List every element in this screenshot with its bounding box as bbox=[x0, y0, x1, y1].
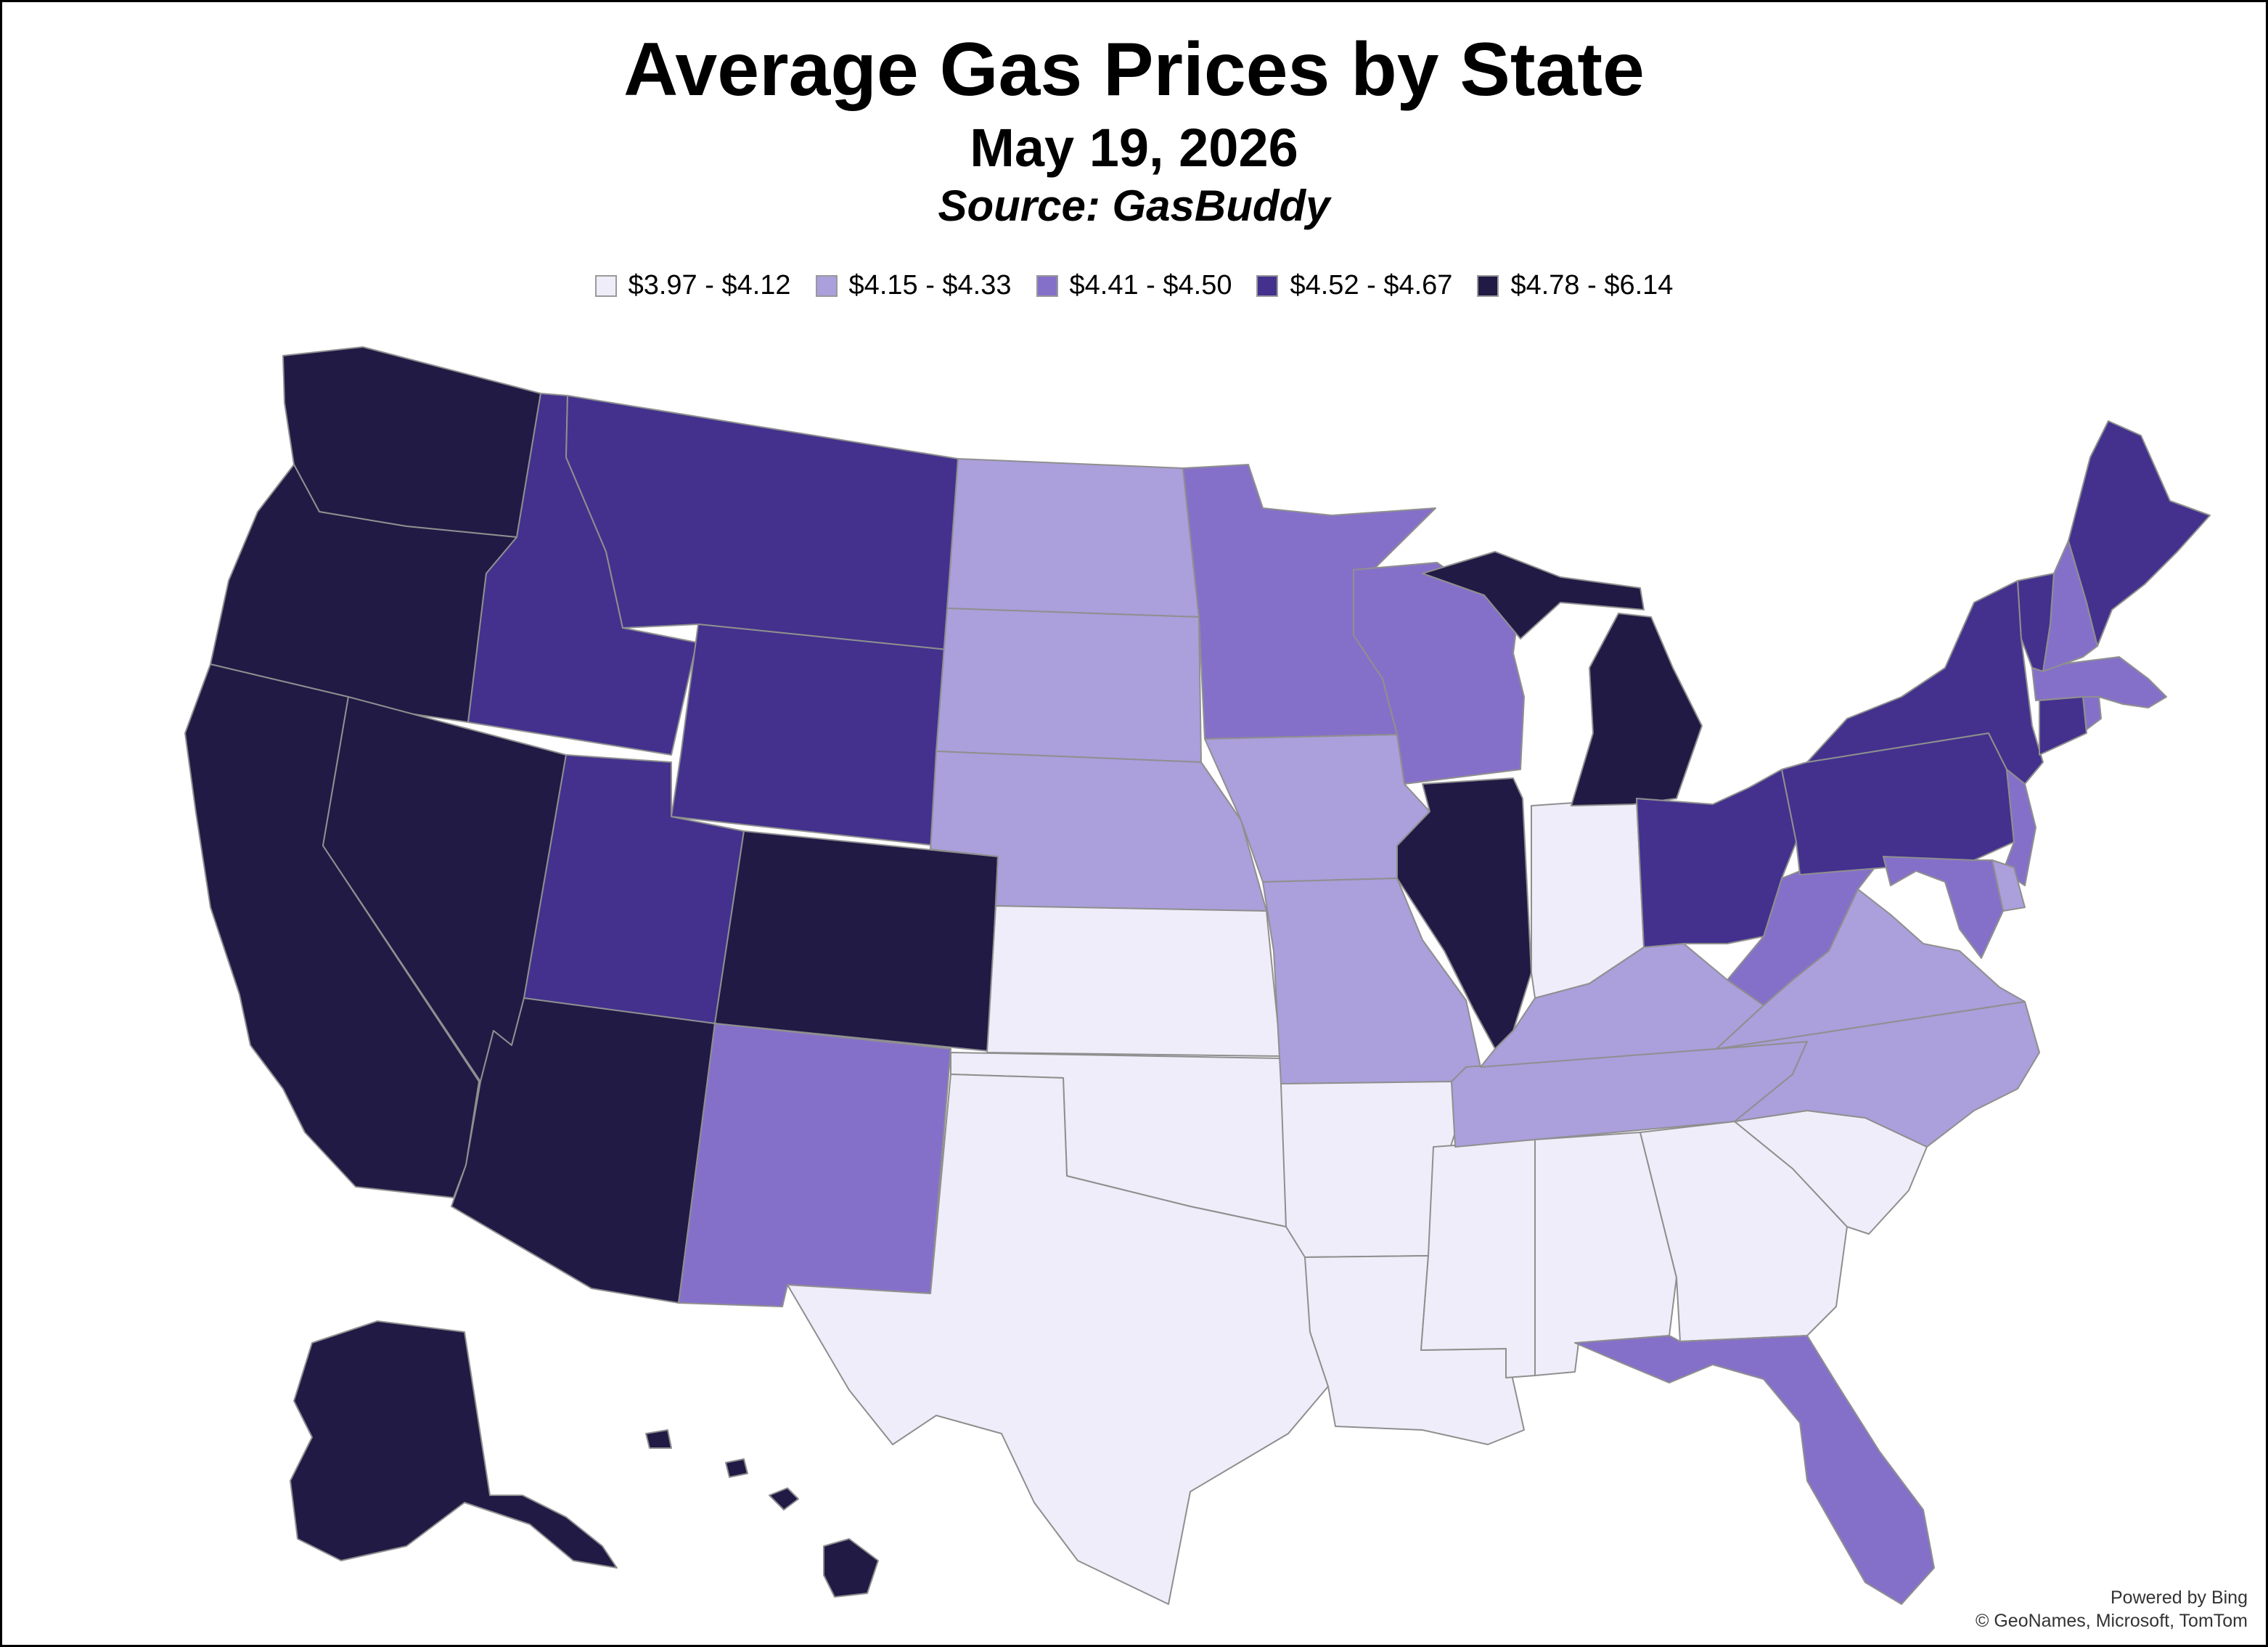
state-wy[interactable] bbox=[671, 624, 948, 846]
state-nm[interactable] bbox=[678, 1023, 951, 1307]
state-wa[interactable] bbox=[282, 346, 541, 538]
state-me[interactable] bbox=[2068, 420, 2211, 647]
state-ks[interactable] bbox=[986, 905, 1282, 1057]
state-ri[interactable] bbox=[2082, 696, 2102, 730]
attribution-copyright: © GeoNames, Microsoft, TomTom bbox=[1976, 1611, 2248, 1631]
state-ms[interactable] bbox=[1420, 1139, 1536, 1378]
legend-item-bin-1: $4.15 - $4.33 bbox=[815, 270, 1012, 301]
state-mt[interactable] bbox=[565, 395, 959, 650]
legend-swatch bbox=[1036, 274, 1058, 297]
map-source: Source: GasBuddy bbox=[938, 181, 1330, 230]
state-sd[interactable] bbox=[936, 608, 1202, 763]
legend-label: $4.15 - $4.33 bbox=[848, 270, 1012, 301]
state-oh[interactable] bbox=[1636, 769, 1797, 948]
state-ak[interactable] bbox=[290, 1320, 618, 1569]
legend-label: $3.97 - $4.12 bbox=[628, 270, 791, 301]
legend-swatch bbox=[1256, 274, 1279, 297]
map-date: May 19, 2026 bbox=[970, 118, 1298, 178]
state-ma[interactable] bbox=[2031, 656, 2167, 708]
legend-swatch bbox=[1477, 274, 1499, 297]
legend-item-bin-4: $4.78 - $6.14 bbox=[1477, 270, 1673, 301]
state-nc[interactable] bbox=[1716, 1001, 2040, 1148]
state-md[interactable] bbox=[1883, 856, 2004, 959]
map-attribution: Powered by Bing © GeoNames, Microsoft, T… bbox=[1976, 1586, 2248, 1632]
state-az[interactable] bbox=[451, 997, 716, 1304]
legend-label: $4.78 - $6.14 bbox=[1510, 270, 1674, 301]
state-ct[interactable] bbox=[2039, 696, 2087, 756]
state-co[interactable] bbox=[714, 830, 999, 1052]
attribution-powered-by: Powered by Bing bbox=[2110, 1587, 2248, 1608]
state-hi[interactable] bbox=[645, 1429, 879, 1598]
legend-item-bin-3: $4.52 - $4.67 bbox=[1256, 270, 1452, 301]
state-fl[interactable] bbox=[1574, 1335, 1935, 1605]
legend-label: $4.41 - $4.50 bbox=[1069, 270, 1232, 301]
legend-item-bin-0: $3.97 - $4.12 bbox=[594, 270, 791, 301]
map-title: Average Gas Prices by State bbox=[623, 28, 1645, 112]
state-tx[interactable] bbox=[787, 1074, 1329, 1605]
legend-swatch bbox=[594, 274, 617, 297]
legend-label: $4.52 - $4.67 bbox=[1290, 270, 1453, 301]
legend-swatch bbox=[815, 274, 838, 297]
state-il[interactable] bbox=[1396, 777, 1532, 1050]
legend: $3.97 - $4.12 $4.15 - $4.33 $4.41 - $4.5… bbox=[0, 270, 2268, 301]
state-nd[interactable] bbox=[946, 458, 1200, 618]
state-nj[interactable] bbox=[2002, 769, 2036, 886]
legend-item-bin-2: $4.41 - $4.50 bbox=[1036, 270, 1232, 301]
